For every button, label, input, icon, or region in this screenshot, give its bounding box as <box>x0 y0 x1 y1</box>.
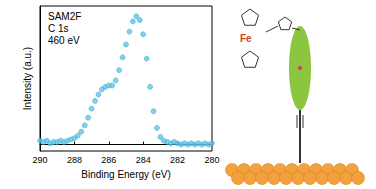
svg-text:SAM2F: SAM2F <box>48 11 81 22</box>
svg-text:Fe: Fe <box>240 33 252 44</box>
svg-text:290: 290 <box>32 155 47 165</box>
svg-text:288: 288 <box>67 155 82 165</box>
svg-text:286: 286 <box>101 155 116 165</box>
svg-text:280: 280 <box>204 155 219 165</box>
svg-text:282: 282 <box>170 155 185 165</box>
svg-text:Binding Energy (eV): Binding Energy (eV) <box>81 169 171 180</box>
svg-text:Intensity (a.u.): Intensity (a.u.) <box>22 47 33 110</box>
svg-text:C 1s: C 1s <box>48 23 69 34</box>
svg-text:460 eV: 460 eV <box>48 35 80 46</box>
svg-text:284: 284 <box>136 155 151 165</box>
